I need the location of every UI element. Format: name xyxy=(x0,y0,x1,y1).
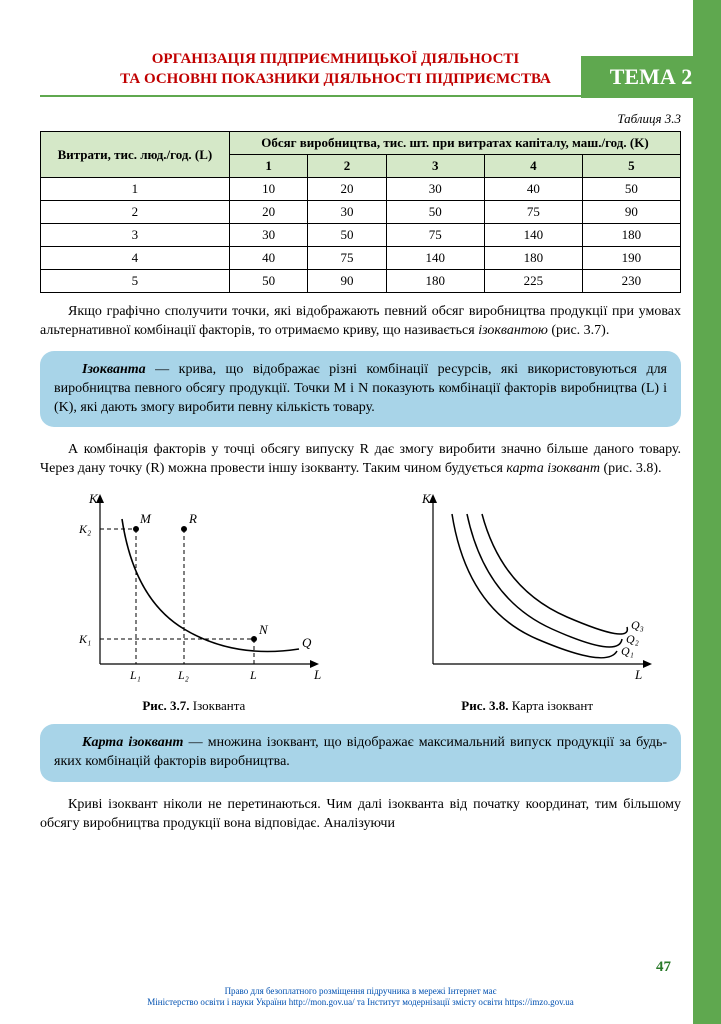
cell-v: 230 xyxy=(582,270,680,293)
cell-L: 4 xyxy=(41,247,230,270)
cell-v: 140 xyxy=(386,247,484,270)
table-body: 1 10 20 30 40 50 2 20 30 50 75 90 3 30 5… xyxy=(41,178,681,293)
figures-row: K L M R N Q K₂ K₁ L₁ L₂ L xyxy=(40,489,681,714)
header-line2: ТА ОСНОВНІ ПОКАЗНИКИ ДІЯЛЬНОСТІ ПІДПРИЄМ… xyxy=(120,71,551,87)
header-line1: ОРГАНІЗАЦІЯ ПІДПРИЄМНИЦЬКОЇ ДІЯЛЬНОСТІ xyxy=(152,51,520,67)
p2-post: (рис. 3.8). xyxy=(600,461,662,476)
tema-badge: ТЕМА 2 xyxy=(581,56,721,98)
cell-v: 180 xyxy=(582,224,680,247)
axis-k-label: K xyxy=(88,491,99,506)
table-label: Таблиця 3.3 xyxy=(40,111,681,127)
point-N: N xyxy=(258,622,269,637)
cell-v: 180 xyxy=(484,247,582,270)
p1-em: ізоквантою xyxy=(478,323,548,338)
axis-k-label: K xyxy=(421,491,432,506)
axis-l-label: L xyxy=(313,667,321,682)
label-Q1: Q₁ xyxy=(621,644,634,658)
cell-v: 140 xyxy=(484,224,582,247)
col-sub-4: 4 xyxy=(484,155,582,178)
cell-v: 50 xyxy=(582,178,680,201)
c1-strong: Ізокванта xyxy=(82,362,146,377)
page-number: 47 xyxy=(656,959,671,976)
callout-isoquant-map: Карта ізоквант — множина ізоквант, що ві… xyxy=(40,724,681,782)
paragraph-3: Криві ізоквант ніколи не перетинаються. … xyxy=(40,796,681,834)
data-table: Витрати, тис. люд./год. (L) Обсяг виробн… xyxy=(40,131,681,293)
fig2-caption: Рис. 3.8. Карта ізоквант xyxy=(373,698,681,714)
cell-v: 75 xyxy=(308,247,386,270)
col-sub-3: 3 xyxy=(386,155,484,178)
col-sub-2: 2 xyxy=(308,155,386,178)
cell-v: 50 xyxy=(386,201,484,224)
cell-v: 190 xyxy=(582,247,680,270)
cell-v: 180 xyxy=(386,270,484,293)
tick-L: L xyxy=(249,668,257,682)
p1-post: (рис. 3.7). xyxy=(548,323,610,338)
fig1-caption: Рис. 3.7. Ізокванта xyxy=(40,698,348,714)
c1-rest: — крива, що відображає різні комбінації … xyxy=(54,362,667,415)
cell-v: 50 xyxy=(229,270,307,293)
table-row: 4 40 75 140 180 190 xyxy=(41,247,681,270)
fig1-cap-b: Рис. 3.7. xyxy=(142,698,189,713)
figure-3-7: K L M R N Q K₂ K₁ L₁ L₂ L xyxy=(40,489,348,714)
point-Q: Q xyxy=(302,635,312,650)
tick-K1: K₁ xyxy=(78,632,91,646)
cell-v: 20 xyxy=(308,178,386,201)
point-R: R xyxy=(188,511,197,526)
footer-line1: Право для безоплатного розміщення підруч… xyxy=(225,986,497,996)
fig2-cap-rest: Карта ізоквант xyxy=(508,698,593,713)
cell-v: 90 xyxy=(582,201,680,224)
table-row: 5 50 90 180 225 230 xyxy=(41,270,681,293)
cell-L: 1 xyxy=(41,178,230,201)
fig2-cap-b: Рис. 3.8. xyxy=(461,698,508,713)
label-Q3: Q₃ xyxy=(631,618,644,632)
footer-line2: Міністерство освіти і науки України http… xyxy=(147,997,573,1007)
cell-v: 20 xyxy=(229,201,307,224)
cell-v: 90 xyxy=(308,270,386,293)
cell-v: 30 xyxy=(308,201,386,224)
p2-em: карта ізоквант xyxy=(506,461,600,476)
cell-v: 10 xyxy=(229,178,307,201)
cell-L: 2 xyxy=(41,201,230,224)
axis-l-label: L xyxy=(634,667,642,682)
cell-L: 5 xyxy=(41,270,230,293)
cell-v: 75 xyxy=(386,224,484,247)
isoquant-chart: K L M R N Q K₂ K₁ L₁ L₂ L xyxy=(54,489,334,689)
cell-v: 30 xyxy=(229,224,307,247)
cell-v: 40 xyxy=(229,247,307,270)
table-row: 3 30 50 75 140 180 xyxy=(41,224,681,247)
cell-v: 50 xyxy=(308,224,386,247)
cell-v: 225 xyxy=(484,270,582,293)
figure-3-8: K L Q₁ Q₂ Q₃ Рис. 3.8. Карта ізоквант xyxy=(373,489,681,714)
fig1-cap-rest: Ізокванта xyxy=(190,698,246,713)
side-green-bar xyxy=(693,0,721,1024)
callout-isoquanta: Ізокванта — крива, що відображає різні к… xyxy=(40,351,681,428)
col-sub-5: 5 xyxy=(582,155,680,178)
cell-v: 75 xyxy=(484,201,582,224)
point-M: M xyxy=(139,511,152,526)
table-row: 1 10 20 30 40 50 xyxy=(41,178,681,201)
tick-L2: L₂ xyxy=(177,668,189,682)
tick-K2: K₂ xyxy=(78,522,91,536)
cell-L: 3 xyxy=(41,224,230,247)
isoquant-map-chart: K L Q₁ Q₂ Q₃ xyxy=(387,489,667,689)
paragraph-2: А комбінація факторів у точці обсягу вип… xyxy=(40,441,681,479)
row-header: Витрати, тис. люд./год. (L) xyxy=(41,132,230,178)
col-sub-1: 1 xyxy=(229,155,307,178)
cell-v: 30 xyxy=(386,178,484,201)
header-title: ОРГАНІЗАЦІЯ ПІДПРИЄМНИЦЬКОЇ ДІЯЛЬНОСТІ Т… xyxy=(40,50,671,89)
paragraph-1: Якщо графічно сполучити точки, які відоб… xyxy=(40,303,681,341)
table-row: 2 20 30 50 75 90 xyxy=(41,201,681,224)
label-Q2: Q₂ xyxy=(626,632,639,646)
page: ОРГАНІЗАЦІЯ ПІДПРИЄМНИЦЬКОЇ ДІЯЛЬНОСТІ Т… xyxy=(0,0,721,1024)
c2-strong: Карта ізоквант xyxy=(82,735,183,750)
col-header: Обсяг виробництва, тис. шт. при витратах… xyxy=(229,132,680,155)
cell-v: 40 xyxy=(484,178,582,201)
tick-L1: L₁ xyxy=(129,668,141,682)
footer-note: Право для безоплатного розміщення підруч… xyxy=(0,986,721,1008)
